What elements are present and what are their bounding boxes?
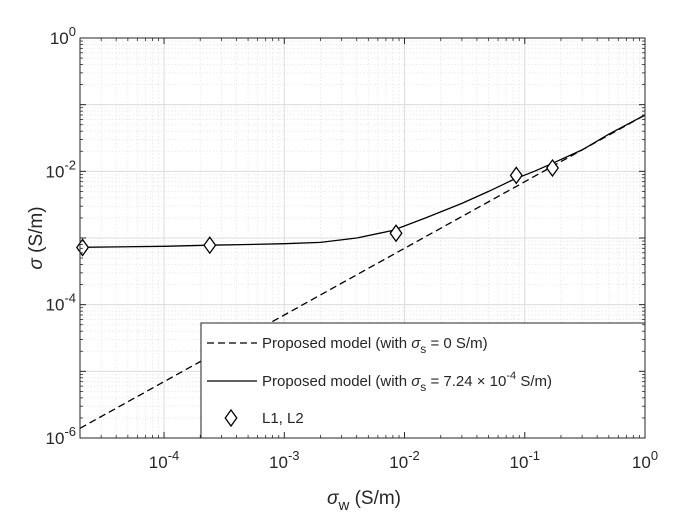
y-tick-base: 10 [46, 429, 65, 448]
y-axis-label: σ (S/m) [26, 206, 47, 269]
x-tick-base: 10 [632, 453, 651, 472]
x-axis-label: σw (S/m) [327, 488, 401, 514]
series-line-solid [79, 114, 646, 248]
legend-label-text: = 0 S/m) [426, 335, 487, 352]
legend-subscript: s [420, 342, 426, 356]
y-tick-label: 10-2 [46, 157, 76, 181]
y-tick-exponent: -4 [64, 291, 76, 306]
legend-label-text: = 7.24 × 10 [426, 373, 506, 390]
y-tick-exponent: 0 [69, 24, 76, 39]
y-tick-base: 10 [50, 29, 69, 48]
y-tick-base: 10 [46, 162, 65, 181]
x-tick-label: 10-2 [389, 448, 419, 472]
y-axis-unit: (S/m) [26, 206, 47, 258]
legend-label-text: Proposed model (with [262, 373, 411, 390]
legend-subscript: s [420, 380, 426, 394]
x-tick-exponent: -1 [528, 448, 540, 463]
y-tick-base: 10 [46, 296, 65, 315]
y-axis-symbol: σ [26, 257, 47, 270]
legend-label: L1, L2 [262, 410, 304, 427]
y-tick-exponent: -6 [64, 424, 76, 439]
legend-marker-diamond [224, 408, 238, 428]
legend-superscript: -4 [506, 370, 516, 382]
legend-symbol: σ [411, 335, 421, 352]
x-tick-label: 10-1 [510, 448, 540, 472]
x-tick-label: 10-3 [269, 448, 299, 472]
x-axis-unit: (S/m) [349, 488, 401, 509]
x-tick-base: 10 [510, 453, 529, 472]
x-tick-labels: 10-4 10-3 10-2 10-1 100 [149, 448, 658, 472]
legend: Proposed model (with σs = 0 S/m)Proposed… [200, 322, 646, 439]
data-point-diamond [509, 166, 523, 185]
data-point-diamond [389, 224, 403, 243]
legend-label-text: Proposed model (with [262, 335, 411, 352]
axis-ticks [79, 37, 646, 439]
x-tick-base: 10 [269, 453, 288, 472]
x-tick-exponent: 0 [651, 448, 658, 463]
x-tick-base: 10 [149, 453, 168, 472]
x-tick-exponent: -2 [408, 448, 420, 463]
legend-label: Proposed model (with σs = 7.24 × 10-4 S/… [262, 370, 552, 394]
legend-label: Proposed model (with σs = 0 S/m) [262, 335, 488, 356]
legend-label-text: S/m) [516, 373, 552, 390]
data-point-diamond [203, 236, 217, 255]
y-tick-label: 10-6 [46, 424, 76, 448]
x-axis-symbol: σ [327, 488, 340, 509]
data-point-diamond [545, 158, 560, 178]
x-tick-label: 100 [632, 448, 658, 472]
legend-box [200, 322, 646, 439]
legend-symbol: σ [411, 373, 421, 390]
y-tick-label: 100 [50, 24, 76, 48]
y-tick-label: 10-4 [46, 291, 76, 315]
y-tick-exponent: -2 [64, 157, 76, 172]
x-axis-subscript: w [337, 497, 349, 514]
x-tick-base: 10 [389, 453, 408, 472]
x-tick-exponent: -3 [288, 448, 300, 463]
x-tick-label: 10-4 [149, 448, 179, 472]
x-tick-exponent: -4 [168, 448, 180, 463]
series-layer [75, 114, 646, 429]
legend-label-text: L1, L2 [262, 410, 304, 427]
